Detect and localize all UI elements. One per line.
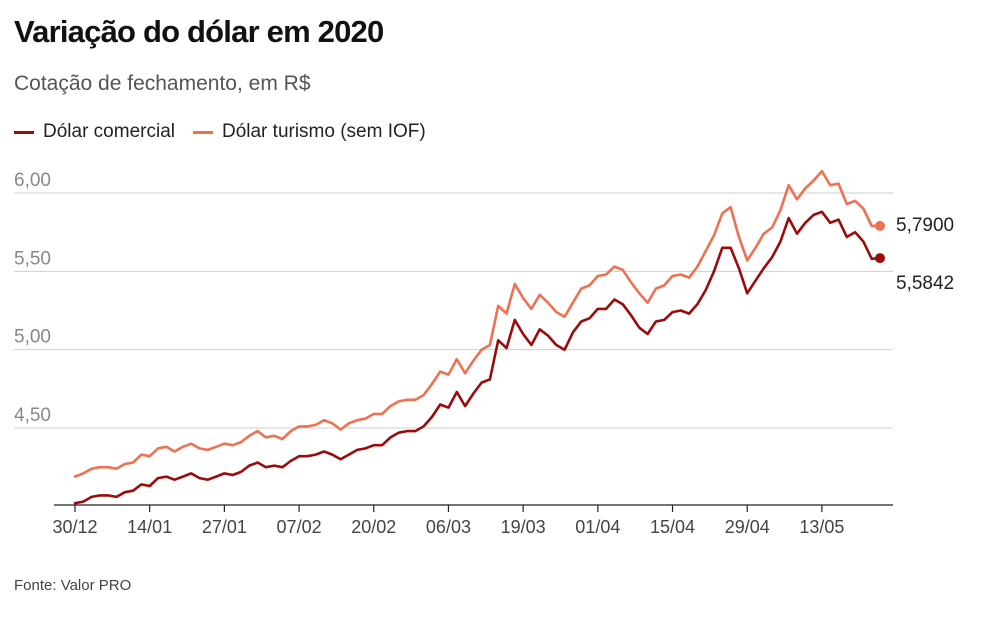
x-tick-label: 19/03: [501, 517, 546, 537]
x-tick-label: 06/03: [426, 517, 471, 537]
legend-swatch-comercial: [14, 130, 34, 134]
y-tick-label: 5,50: [14, 248, 51, 269]
legend-item-turismo: Dólar turismo (sem IOF): [192, 121, 426, 143]
x-tick-label: 15/04: [650, 517, 695, 537]
series-line-1: [73, 169, 882, 478]
x-tick-label: 07/02: [277, 517, 322, 537]
x-tick-label: 20/02: [351, 517, 396, 537]
x-tick-label: 14/01: [127, 517, 172, 537]
legend-item-comercial: Dólar comercial: [14, 121, 175, 143]
x-tick-label: 29/04: [725, 517, 770, 537]
legend-swatch-turismo: [192, 130, 213, 134]
series-end-label-0: 5,5842: [896, 273, 954, 294]
source-note: Fonte: Valor PRO: [14, 577, 132, 594]
legend-label-comercial: Dólar comercial: [43, 121, 175, 142]
x-tick-label: 01/04: [575, 517, 620, 537]
y-tick-label: 6,00: [14, 170, 51, 191]
x-tick-label: 27/01: [202, 517, 247, 537]
series-end-marker-0: [875, 253, 885, 264]
series-end-marker-1: [875, 220, 885, 231]
series-line-0: [73, 210, 882, 505]
x-tick-label: 30/12: [52, 517, 97, 537]
x-tick-label: 13/05: [799, 517, 844, 537]
series-end-label-1: 5,7900: [896, 215, 954, 236]
legend: Dólar comercial Dólar turismo (sem IOF): [14, 121, 444, 143]
chart-title: Variação do dólar em 2020: [14, 14, 384, 49]
legend-label-turismo: Dólar turismo (sem IOF): [221, 121, 426, 142]
chart-subtitle: Cotação de fechamento, em R$: [14, 72, 311, 95]
y-tick-label: 4,50: [14, 405, 51, 426]
y-tick-label: 5,00: [14, 327, 51, 348]
